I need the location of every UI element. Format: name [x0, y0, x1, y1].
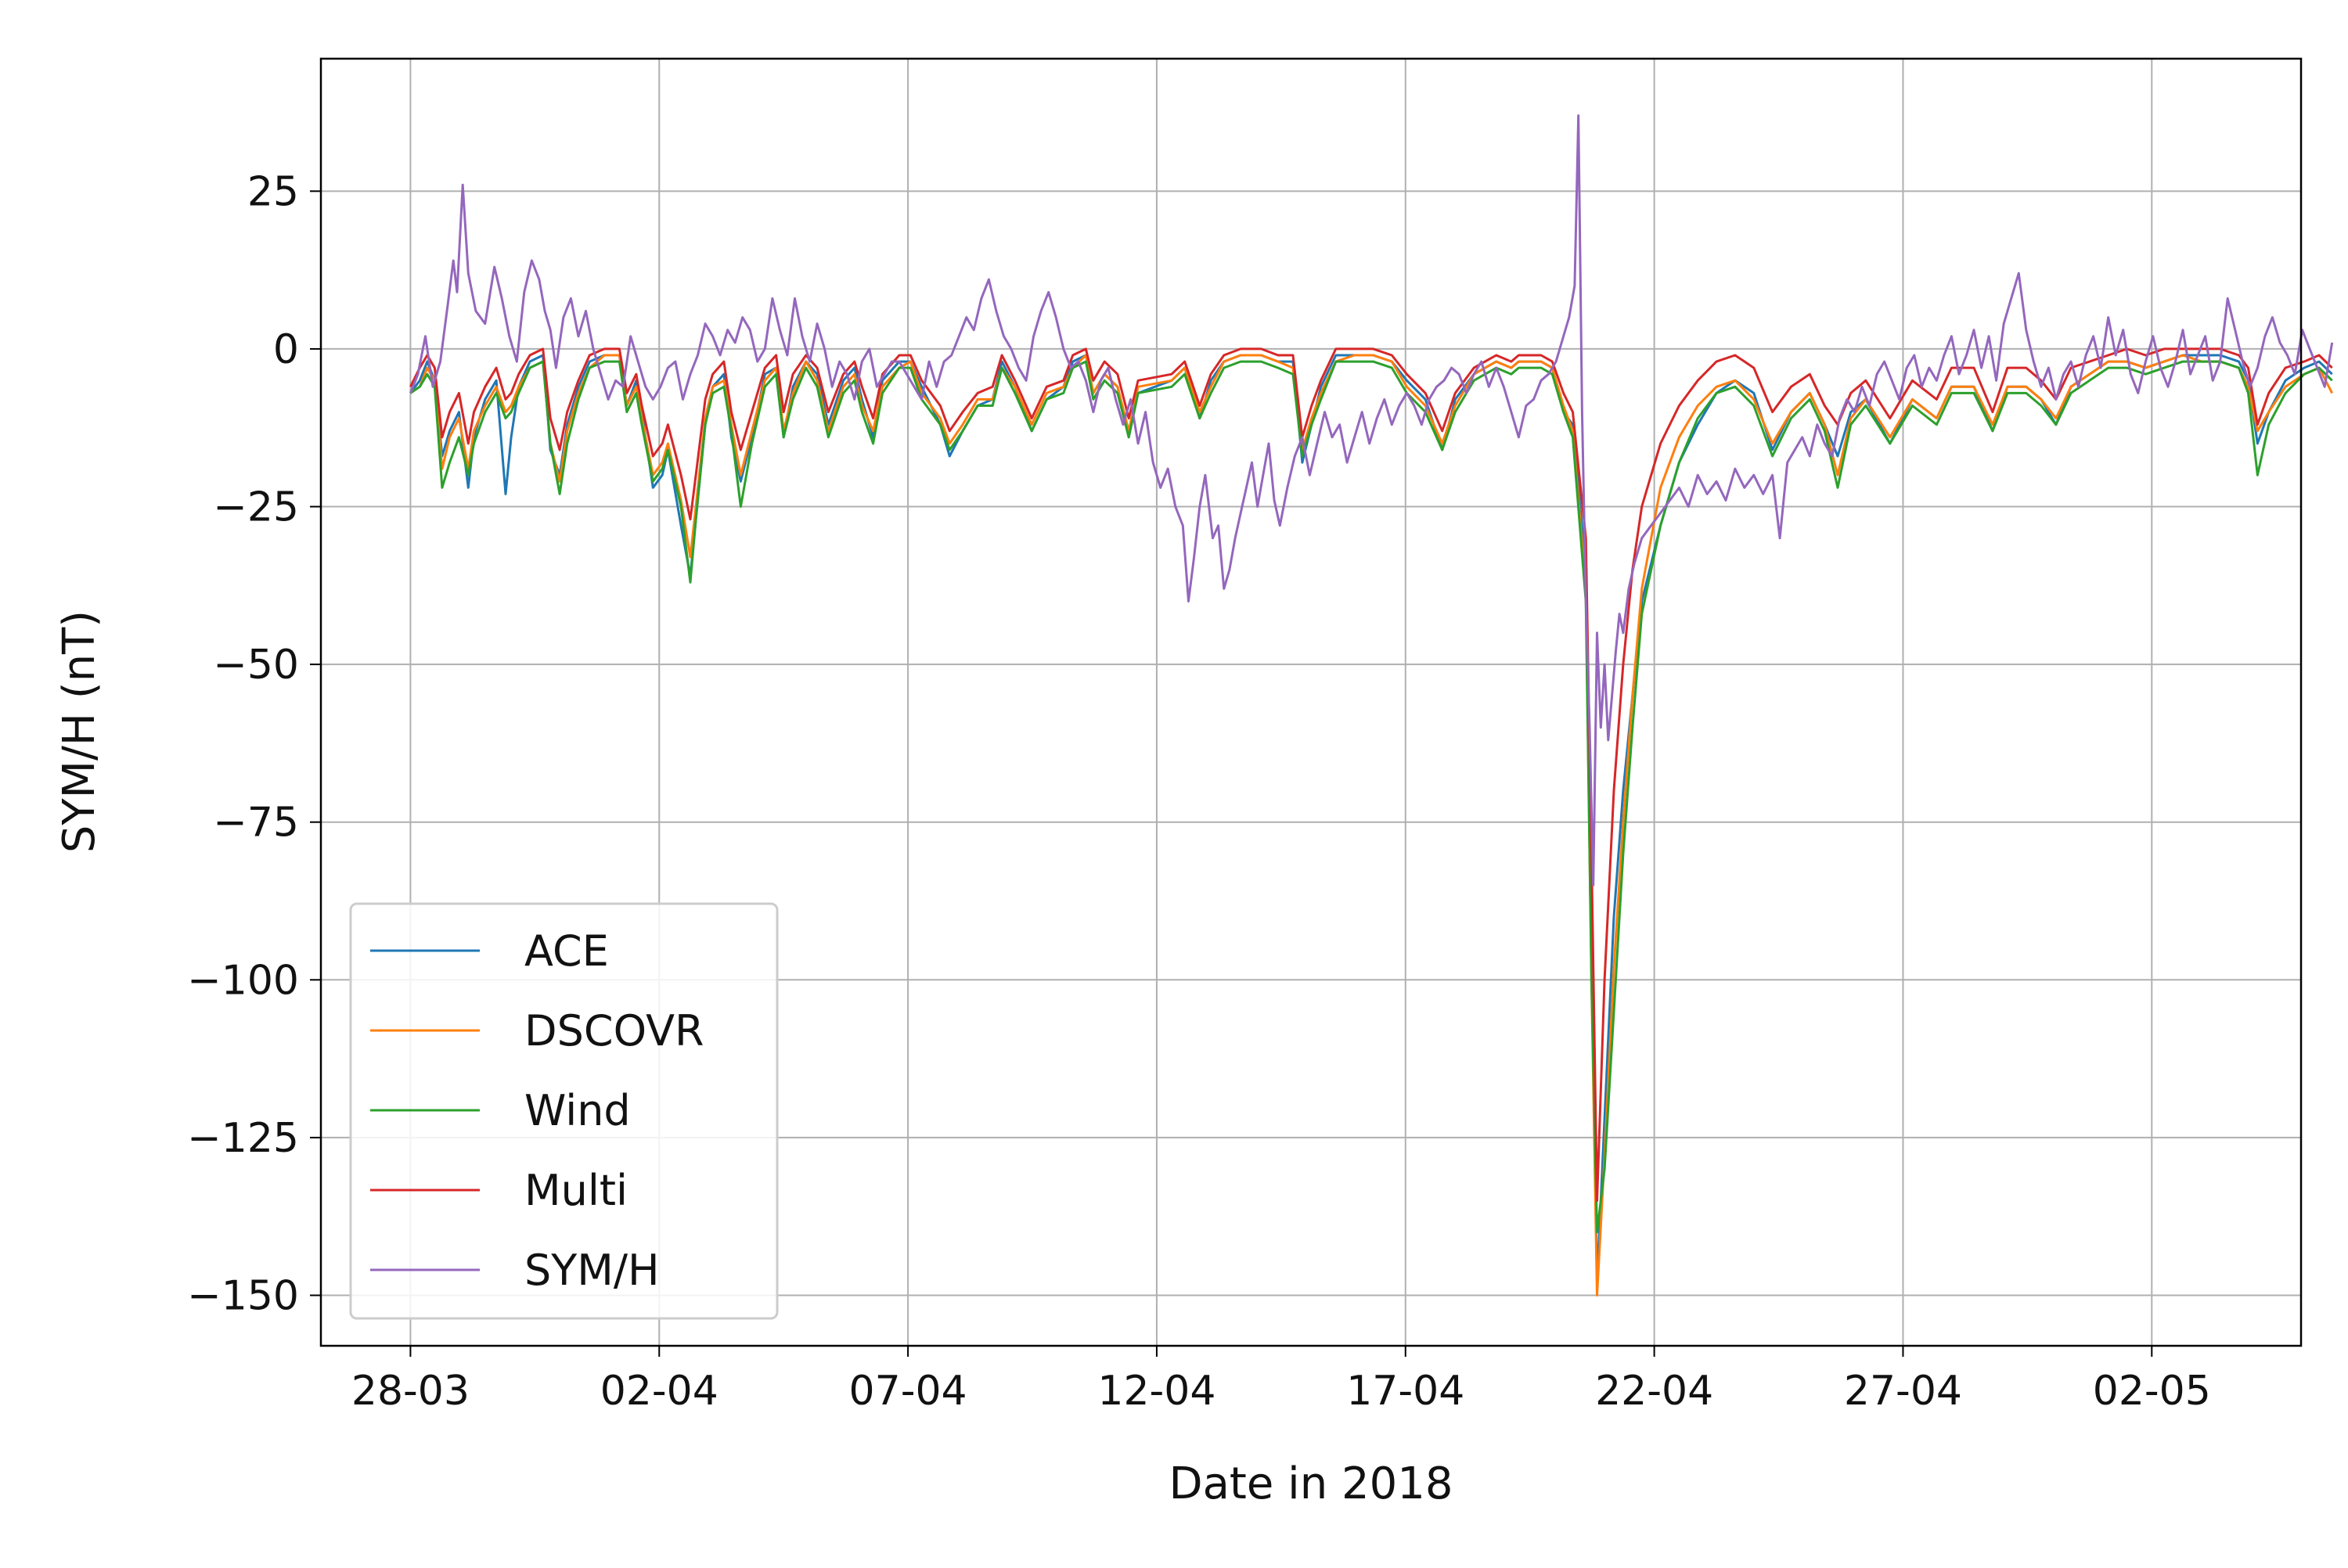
- y-tick-label: −75: [213, 800, 299, 847]
- series-lines: [409, 114, 2334, 1296]
- y-tick-label: −125: [187, 1115, 299, 1162]
- series-line-wind: [409, 360, 2333, 1234]
- y-tick-label: 25: [247, 168, 299, 215]
- grid-lines: [321, 59, 2301, 1346]
- x-tick-label: 22-04: [1595, 1368, 1713, 1415]
- legend-label: ACE: [524, 926, 609, 976]
- x-axis-label: Date in 2018: [1169, 1458, 1453, 1509]
- legend-label: DSCOVR: [524, 1006, 704, 1056]
- legend: ACE DSCOVR Wind Multi SYM/H: [349, 902, 779, 1320]
- series-line-sym-h: [409, 114, 2334, 886]
- y-tick-label: −150: [187, 1272, 299, 1319]
- y-axis-ticks: 25 0 −25 −50 −75 −100 −125 −150: [187, 168, 321, 1319]
- series-line-multi: [409, 347, 2333, 1202]
- x-axis-ticks: 28-03 02-04 07-04 12-04 17-04 22-04 27-04 02-05: [351, 1346, 2211, 1415]
- legend-label: Multi: [524, 1166, 628, 1215]
- y-tick-label: −25: [213, 484, 299, 531]
- x-tick-label: 27-04: [1844, 1368, 1962, 1415]
- y-axis-label: SYM/H (nT): [54, 610, 105, 853]
- legend-box: [349, 902, 779, 1320]
- x-tick-label: 02-04: [600, 1368, 718, 1415]
- y-tick-label: 0: [273, 326, 299, 373]
- legend-label: SYM/H: [524, 1246, 660, 1295]
- x-tick-label: 28-03: [351, 1368, 470, 1415]
- x-tick-label: 12-04: [1097, 1368, 1215, 1415]
- plot-area-frame: [319, 57, 2303, 1347]
- y-tick-label: −50: [213, 642, 299, 689]
- x-tick-label: 02-05: [2093, 1368, 2211, 1415]
- x-tick-label: 07-04: [849, 1368, 967, 1415]
- y-tick-label: −100: [187, 957, 299, 1004]
- x-tick-label: 17-04: [1346, 1368, 1464, 1415]
- legend-label: Wind: [524, 1086, 631, 1135]
